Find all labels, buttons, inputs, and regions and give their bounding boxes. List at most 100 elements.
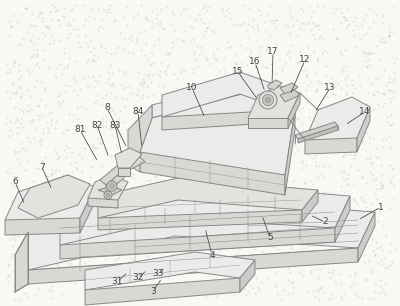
Point	[186, 286, 193, 291]
Point	[138, 134, 144, 139]
Point	[87, 175, 94, 180]
Point	[329, 192, 335, 196]
Point	[370, 8, 376, 13]
Point	[392, 55, 398, 60]
Point	[370, 209, 377, 214]
Point	[315, 288, 321, 293]
Point	[94, 136, 101, 140]
Point	[104, 10, 110, 15]
Point	[305, 129, 311, 134]
Point	[206, 237, 212, 242]
Point	[301, 181, 308, 185]
Point	[285, 152, 291, 157]
Point	[40, 126, 46, 131]
Point	[210, 156, 216, 161]
Point	[12, 233, 18, 238]
Point	[34, 103, 41, 108]
Point	[340, 232, 346, 237]
Point	[273, 77, 279, 82]
Point	[34, 51, 40, 56]
Point	[74, 167, 80, 172]
Point	[294, 95, 300, 100]
Point	[65, 127, 71, 132]
Point	[364, 278, 370, 283]
Point	[111, 94, 117, 99]
Point	[26, 109, 32, 114]
Point	[250, 285, 256, 290]
Point	[276, 57, 282, 62]
Point	[20, 195, 26, 200]
Point	[182, 278, 188, 283]
Point	[108, 52, 114, 57]
Point	[313, 164, 319, 169]
Point	[28, 38, 34, 43]
Point	[144, 253, 150, 258]
Point	[32, 293, 38, 298]
Point	[162, 256, 168, 260]
Point	[56, 245, 62, 250]
Point	[172, 102, 178, 107]
Polygon shape	[248, 86, 300, 126]
Point	[390, 4, 397, 9]
Point	[382, 83, 389, 88]
Point	[56, 22, 63, 27]
Point	[384, 79, 391, 84]
Point	[381, 67, 387, 72]
Point	[54, 261, 60, 266]
Point	[11, 60, 18, 65]
Point	[28, 107, 35, 112]
Point	[376, 154, 382, 159]
Point	[277, 179, 283, 184]
Point	[348, 285, 354, 289]
Point	[273, 26, 279, 31]
Point	[293, 60, 300, 65]
Point	[229, 267, 235, 272]
Point	[10, 13, 16, 17]
Point	[268, 107, 274, 112]
Point	[4, 228, 11, 233]
Point	[155, 71, 161, 76]
Point	[340, 66, 346, 71]
Point	[281, 99, 288, 104]
Point	[217, 181, 223, 186]
Point	[94, 203, 101, 207]
Text: 17: 17	[267, 47, 279, 57]
Point	[40, 242, 47, 247]
Point	[162, 147, 168, 151]
Point	[388, 113, 394, 118]
Point	[108, 84, 115, 89]
Point	[125, 277, 131, 282]
Point	[130, 50, 136, 55]
Point	[193, 246, 199, 251]
Point	[233, 23, 239, 28]
Point	[135, 265, 141, 270]
Point	[238, 221, 245, 226]
Point	[170, 12, 177, 17]
Point	[336, 48, 343, 53]
Point	[34, 240, 40, 245]
Point	[227, 269, 233, 274]
Point	[350, 198, 357, 203]
Point	[142, 29, 148, 34]
Point	[9, 132, 15, 136]
Point	[55, 263, 62, 268]
Point	[66, 202, 72, 207]
Point	[184, 187, 191, 192]
Point	[55, 94, 62, 99]
Point	[351, 282, 357, 286]
Point	[134, 112, 140, 117]
Point	[228, 290, 234, 295]
Point	[244, 233, 250, 238]
Point	[99, 96, 106, 101]
Polygon shape	[115, 148, 142, 168]
Point	[74, 201, 80, 206]
Polygon shape	[162, 110, 285, 130]
Point	[22, 6, 28, 11]
Point	[58, 213, 65, 218]
Point	[20, 107, 26, 112]
Point	[70, 249, 76, 254]
Point	[189, 239, 195, 244]
Point	[377, 244, 384, 249]
Point	[250, 17, 256, 22]
Point	[18, 95, 25, 100]
